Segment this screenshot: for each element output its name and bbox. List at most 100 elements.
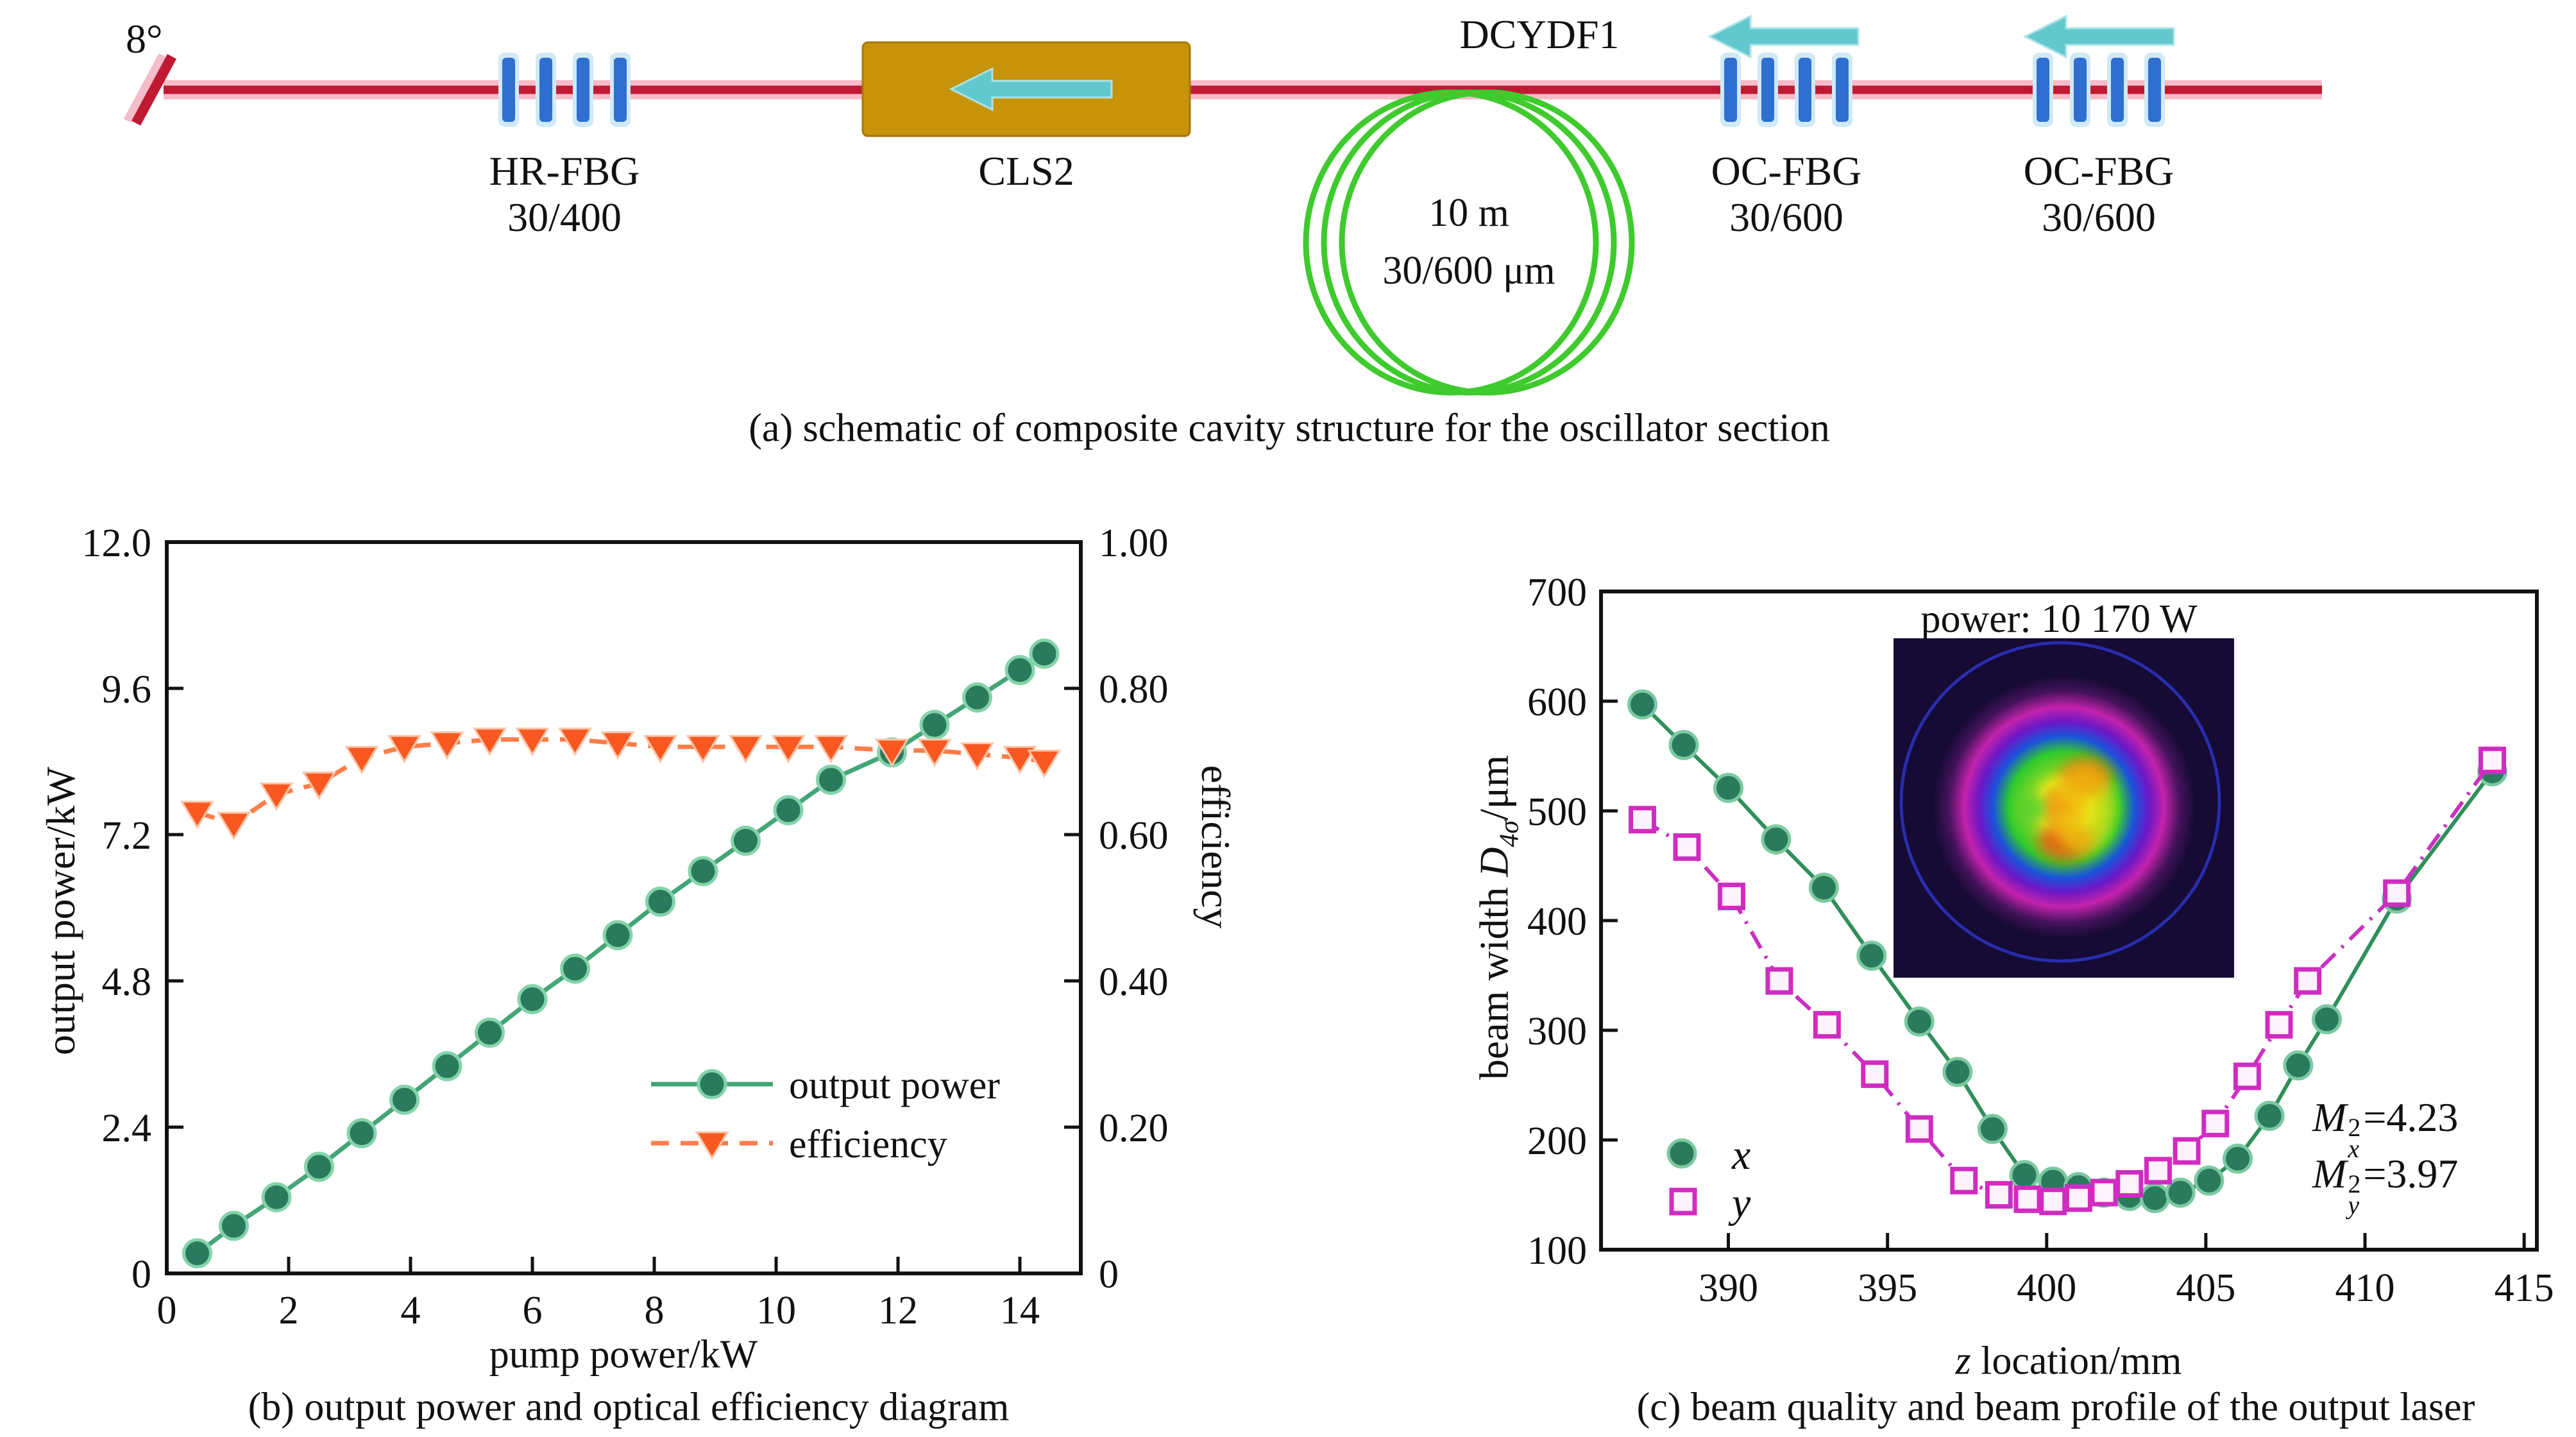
- c-data-point-y: [1813, 1010, 1841, 1039]
- beam-dimple: [2015, 793, 2046, 824]
- b-data-point-efficiency: [1027, 749, 1062, 778]
- oc-fbg2-label-line1: OC-FBG: [2024, 148, 2174, 194]
- c-data-point-y: [2090, 1178, 2118, 1207]
- m2x-value: =4.23: [2363, 1094, 2459, 1140]
- b-data-point-efficiency: [771, 735, 806, 764]
- b-y-tick-right-label: 0.20: [1099, 1107, 1169, 1150]
- m2x-sup: 2: [2348, 1113, 2361, 1142]
- beam-hotspots: [2015, 758, 2115, 861]
- fbg-bar: [2111, 58, 2124, 122]
- c-x-tick-label: 410: [2335, 1266, 2395, 1310]
- cls2-label: CLS2: [978, 148, 1074, 194]
- c-data-point-x: [2194, 1165, 2224, 1196]
- c-data-point-y: [2115, 1169, 2144, 1198]
- oc-fbg1-label-line2: 30/600: [1729, 194, 1843, 240]
- c-data-point-y: [2265, 1010, 2293, 1039]
- b-caption: (b) output power and optical efficiency …: [248, 1385, 1010, 1429]
- c-data-point-y: [1985, 1181, 2013, 1209]
- c-data-point-y: [1673, 833, 1701, 861]
- m2x-annotation: M 2 x =4.23: [2312, 1094, 2459, 1161]
- b-data-point-efficiency: [344, 745, 379, 775]
- c-data-point-y: [1861, 1060, 1889, 1088]
- c-xlabel: z location/mm: [1955, 1339, 2182, 1384]
- b-data-point-output-power: [304, 1152, 334, 1182]
- coil-label-line1: 10 m: [1428, 191, 1509, 235]
- b-y-tick-right-label: 0.60: [1099, 814, 1169, 858]
- b-plot-border: [165, 540, 1083, 1275]
- b-data-point-output-power: [219, 1211, 249, 1241]
- b-data-point-efficiency: [387, 735, 422, 764]
- c-x-tick-label: 390: [1699, 1266, 1758, 1310]
- c-ylabel-post: /μm: [1471, 754, 1517, 821]
- b-y-tick-left-label: 9.6: [102, 668, 152, 711]
- hr-fbg-grating: [498, 53, 631, 127]
- coil-loop: [1303, 89, 1599, 396]
- coil-loop: [1321, 89, 1617, 396]
- c-data-point-y: [1765, 967, 1793, 995]
- c-data-point-y: [1629, 806, 1657, 834]
- b-y-tick-right-label: 0.40: [1099, 960, 1169, 1004]
- inset-aperture-ring: [1899, 641, 2221, 963]
- b-data-point-output-power: [962, 682, 992, 713]
- c-data-point-y: [2233, 1062, 2261, 1091]
- c-data-point-x: [2283, 1050, 2314, 1081]
- dcydf1-label: DCYDF1: [1460, 12, 1620, 57]
- panel-a-schematic: 8° HR-FBG 30/400 CLS2 DCYDF1 10 m 30/: [123, 12, 2322, 396]
- c-x-tick-label: 405: [2176, 1266, 2235, 1310]
- cls2-component: [861, 41, 1191, 137]
- c-data-point-x: [2223, 1143, 2253, 1174]
- b-y-tick-right-label: 1.00: [1099, 522, 1169, 565]
- c-ylabel-sub: 4σ: [1495, 820, 1525, 847]
- b-data-point-efficiency: [301, 771, 337, 801]
- b-y-tick-left-label: 7.2: [102, 814, 152, 858]
- panel-c-chart: power: 10 170 W x y 390 395 400 405 410 415 10…: [1527, 571, 2554, 1310]
- left-arrow-icon: [1707, 14, 1860, 59]
- b-x-tick-label: 12: [878, 1289, 918, 1332]
- c-data-point-y: [2294, 967, 2322, 995]
- coil-label-line2: 30/600 μm: [1382, 249, 1555, 293]
- hr-fbg-label-line2: 30/400: [507, 194, 622, 240]
- b-data-point-output-power: [731, 826, 761, 856]
- c-data-point-x: [1856, 940, 1887, 971]
- c-y-tick-label: 700: [1527, 571, 1587, 615]
- c-data-point-y: [2039, 1187, 2067, 1216]
- m2y-sub: y: [2348, 1190, 2360, 1220]
- fbg-bar: [1724, 58, 1737, 122]
- c-legend-marker-x: [1666, 1138, 1697, 1169]
- c-data-point-y: [2173, 1137, 2201, 1165]
- c-series-line-y: [1641, 759, 2494, 1203]
- left-arrow-icon: [949, 67, 1113, 112]
- hr-fbg-label-line1: HR-FBG: [489, 148, 640, 194]
- b-data-point-efficiency: [1003, 745, 1037, 775]
- c-data-point-x: [1627, 689, 1658, 720]
- b-data-point-output-power: [602, 920, 633, 951]
- c-data-point-x: [2009, 1160, 2040, 1191]
- c-y-tick-label: 600: [1527, 681, 1587, 724]
- b-data-point-output-power: [688, 856, 718, 887]
- m2y-sup: 2: [2348, 1169, 2361, 1198]
- b-x-tick-label: 4: [401, 1289, 421, 1332]
- b-data-point-output-power: [475, 1017, 505, 1048]
- b-x-tick-label: 14: [1000, 1289, 1040, 1332]
- b-data-point-efficiency: [216, 812, 251, 840]
- b-legend-efficiency-label: efficiency: [789, 1123, 947, 1166]
- b-data-point-efficiency: [813, 735, 849, 764]
- b-y-tick-right-label: 0.80: [1099, 668, 1169, 711]
- b-y-tick-left-label: 12.0: [82, 522, 152, 565]
- c-data-point-y: [2064, 1184, 2092, 1212]
- b-y-tick-left-label: 2.4: [102, 1107, 152, 1150]
- b-data-point-output-power: [432, 1051, 462, 1082]
- b-legend-output-power-label: output power: [789, 1064, 1000, 1107]
- panel-a-caption: (a) schematic of composite cavity struct…: [749, 406, 1830, 450]
- c-data-point-y: [1717, 882, 1745, 910]
- b-y-tick-left-label: 0: [131, 1253, 151, 1297]
- c-data-point-x: [2311, 1004, 2342, 1035]
- b-ylabel-right: efficiency: [1193, 765, 1239, 929]
- b-legend: [651, 1069, 773, 1160]
- fbg-bar: [2037, 58, 2049, 122]
- c-data-point-x: [1904, 1006, 1935, 1037]
- c-x-tick-label: 415: [2495, 1266, 2554, 1310]
- left-arrow-icon: [2022, 14, 2175, 59]
- oc-fbg1-label-line1: OC-FBG: [1711, 148, 1862, 194]
